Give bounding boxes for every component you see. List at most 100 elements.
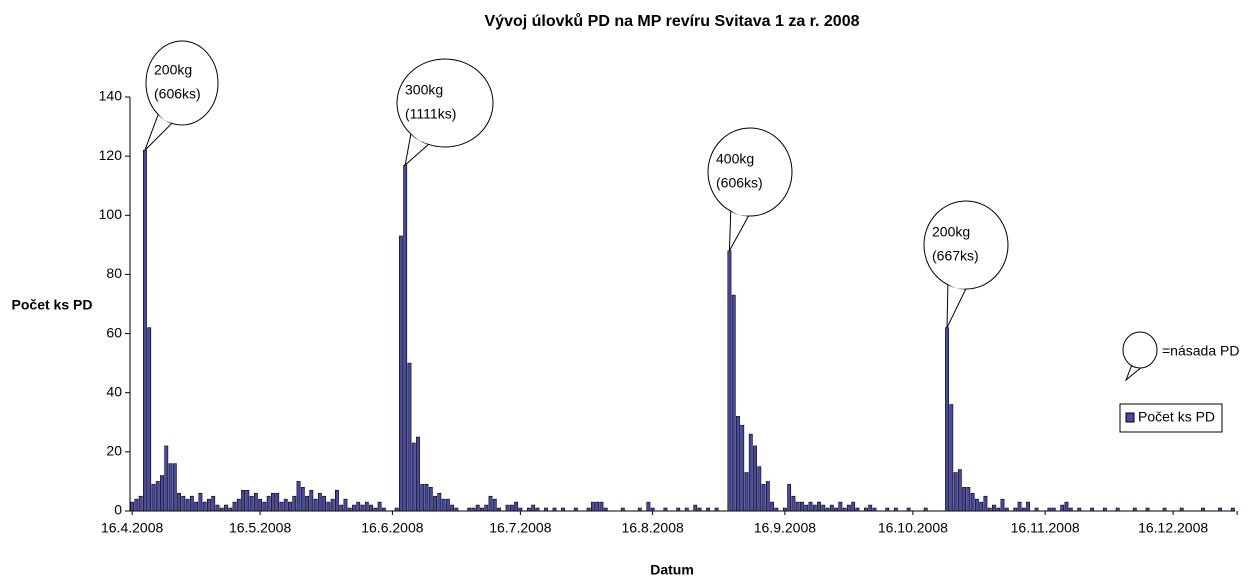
bar: [987, 507, 992, 512]
bar: [966, 487, 971, 512]
x-tick-label: 16.6.2008: [361, 520, 423, 536]
bar: [800, 501, 804, 512]
bar: [189, 495, 194, 512]
bar: [381, 507, 386, 512]
bar: [347, 507, 352, 512]
bar: [842, 507, 847, 512]
x-axis-label: Datum: [650, 562, 694, 578]
bar: [620, 507, 625, 512]
bar: [1102, 507, 1107, 512]
bar: [787, 484, 792, 512]
bar: [322, 495, 327, 512]
bar: [885, 507, 890, 512]
bar: [727, 250, 732, 512]
y-tick-label: 60: [106, 324, 122, 340]
bar: [825, 507, 830, 512]
bar: [1013, 507, 1018, 512]
bar: [454, 507, 459, 512]
bar: [198, 492, 203, 512]
bar: [352, 504, 356, 512]
bar: [974, 498, 979, 512]
bar: [155, 481, 160, 512]
bar: [168, 463, 173, 512]
bar: [202, 501, 207, 512]
bar: [130, 501, 135, 512]
bar: [134, 498, 139, 512]
callout-tail-cover: [730, 211, 749, 216]
bar: [1090, 507, 1094, 512]
callout-text: 200kg: [932, 224, 970, 240]
bar: [181, 495, 186, 512]
legend-box: [1119, 403, 1223, 433]
bar: [138, 495, 143, 512]
bar: [236, 498, 241, 512]
bar: [420, 484, 425, 512]
bar: [241, 489, 245, 512]
legend-annotation: =násada PD: [1162, 343, 1239, 359]
bar: [526, 507, 531, 512]
bar: [868, 504, 873, 512]
bar: [416, 436, 420, 512]
bar: [1115, 507, 1120, 512]
bar: [339, 504, 344, 512]
bar: [232, 501, 237, 512]
bar: [450, 504, 455, 512]
bar: [305, 495, 309, 512]
bar: [398, 235, 403, 512]
callout-text: (606ks): [154, 86, 201, 102]
bar: [1218, 507, 1222, 512]
bar: [872, 507, 877, 512]
bar: [953, 472, 958, 512]
bar: [266, 495, 271, 512]
bar: [407, 362, 412, 512]
bar: [736, 416, 740, 512]
bar: [765, 481, 770, 512]
bar: [817, 501, 821, 512]
bar: [292, 495, 297, 512]
bar: [377, 501, 382, 512]
bar: [428, 487, 433, 512]
bar: [424, 484, 429, 512]
bar: [497, 507, 501, 512]
y-tick-label: 20: [106, 443, 122, 459]
bar: [471, 507, 476, 512]
callout: [145, 40, 219, 126]
bar: [586, 507, 591, 512]
bar: [151, 484, 156, 512]
bar: [983, 495, 988, 512]
x-tick-label: 16.11.2008: [1011, 520, 1080, 536]
bar: [224, 504, 228, 512]
bar: [441, 498, 446, 512]
bar: [1077, 507, 1082, 512]
bar: [846, 504, 851, 512]
bar: [774, 507, 779, 512]
bar: [782, 507, 787, 512]
bar: [812, 504, 817, 512]
bar: [1162, 507, 1167, 512]
bar: [744, 472, 749, 512]
x-tick-label: 16.9.2008: [754, 520, 816, 536]
bar: [1068, 507, 1073, 512]
bar: [334, 489, 339, 512]
bar: [1060, 504, 1065, 512]
bar: [360, 504, 365, 512]
x-tick-label: 16.5.2008: [229, 520, 291, 536]
y-axis-label: Počet ks PD: [12, 297, 93, 313]
bar: [740, 424, 745, 512]
legend-bubble: [1122, 331, 1158, 369]
bar: [343, 498, 348, 512]
bar: [1051, 507, 1056, 512]
bar: [514, 501, 519, 512]
bar: [164, 445, 169, 512]
bar: [296, 481, 301, 512]
bar: [637, 507, 642, 512]
bar: [1021, 507, 1026, 512]
callout-text: (1111ks): [405, 106, 456, 122]
bar: [480, 507, 484, 512]
bar: [288, 501, 292, 512]
callout: [396, 58, 494, 148]
bar: [484, 504, 489, 512]
callout-text: 400kg: [716, 151, 754, 167]
bar: [757, 466, 762, 512]
callout-tail-cover: [158, 114, 172, 124]
